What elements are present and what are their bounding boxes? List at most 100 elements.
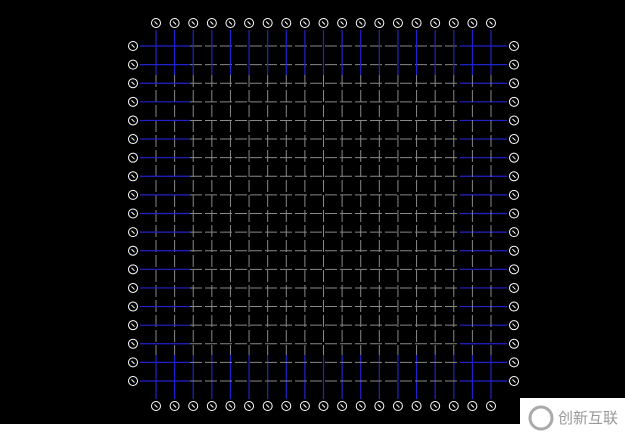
axis-bubble (128, 376, 138, 386)
axis-bubble (509, 320, 519, 331)
axis-bubble (244, 18, 255, 28)
bubble-glyph (470, 404, 475, 408)
bubble-glyph (131, 286, 135, 290)
axis-bubble (151, 18, 161, 28)
axis-bubble (188, 18, 199, 28)
bubble-glyph (191, 21, 196, 25)
bubble-glyph (512, 118, 516, 123)
canvas (0, 0, 625, 424)
bubble-glyph (512, 323, 516, 328)
axis-bubble (509, 282, 519, 293)
bubble-glyph (512, 99, 516, 104)
axis-bubble (188, 401, 199, 411)
axis-bubble (509, 134, 519, 145)
axis-bubble (128, 208, 138, 219)
bubble-glyph (209, 21, 214, 25)
axis-bubble (467, 401, 478, 411)
bubble-glyph (131, 267, 135, 272)
axis-bubble (509, 357, 519, 368)
axis-bubble (486, 401, 496, 411)
bubble-glyph (191, 404, 196, 408)
bubble-glyph (247, 404, 251, 408)
watermark-logo (528, 405, 554, 431)
axis-bubble (509, 264, 519, 275)
bubble-glyph (154, 21, 158, 25)
axis-bubble (225, 401, 236, 411)
axis-bubble (128, 152, 138, 163)
axis-bubble (392, 401, 403, 411)
axis-bubble (225, 18, 236, 28)
bubble-glyph (131, 81, 135, 86)
axis-bubble (318, 401, 329, 411)
bubble-glyph (265, 404, 270, 408)
axis-bubble (262, 18, 273, 28)
axis-bubble (244, 401, 255, 411)
bubble-glyph (131, 44, 135, 48)
bubble-glyph (303, 404, 307, 408)
axis-bubble (128, 301, 138, 312)
bubble-glyph (512, 174, 516, 179)
bubble-glyph (396, 21, 400, 25)
axis-bubble (262, 401, 273, 411)
axis-bubble (430, 401, 441, 411)
axis-bubble (509, 189, 519, 200)
bubble-glyph (284, 21, 289, 25)
bubble-glyph (414, 21, 419, 25)
axis-bubble (355, 401, 366, 411)
axis-bubble (509, 171, 519, 182)
axis-bubble (448, 18, 459, 28)
axis-bubble (128, 41, 138, 51)
bubble-glyph (303, 21, 307, 25)
bubble-glyph (512, 360, 516, 365)
axis-bubble (509, 96, 519, 107)
bubble-glyph (131, 118, 135, 123)
bubble-glyph (512, 379, 516, 383)
axis-bubble (169, 401, 180, 411)
axis-bubble (509, 152, 519, 163)
axis-bubble (411, 18, 422, 28)
axis-bubble (128, 189, 138, 200)
axis-bubble (299, 401, 310, 411)
bubble-glyph (512, 286, 516, 290)
watermark-box (520, 398, 625, 441)
watermark: 创新互联 (520, 398, 625, 441)
axis-bubble (128, 171, 138, 182)
bubble-glyph (433, 21, 438, 25)
axis-bubble (392, 18, 403, 28)
axis-bubble (509, 59, 519, 70)
bubble-glyph (131, 341, 135, 346)
bubble-glyph (228, 404, 233, 408)
bubble-glyph (131, 211, 135, 216)
bubble-glyph (512, 44, 516, 48)
axis-bubble (509, 245, 519, 256)
bubble-glyph (172, 404, 177, 408)
bubble-glyph (228, 21, 233, 25)
bubble-glyph (512, 267, 516, 272)
axis-bubble (128, 320, 138, 331)
bubble-glyph (512, 137, 516, 141)
bubble-glyph (512, 81, 516, 86)
bubble-glyph (247, 21, 251, 25)
bubble-glyph (358, 404, 363, 408)
bubble-glyph (512, 230, 516, 234)
axis-bubble (355, 18, 366, 28)
axis-bubble (509, 227, 519, 238)
bubble-glyph (154, 404, 158, 408)
watermark-text: 创新互联 (558, 409, 618, 427)
axis-bubble (128, 134, 138, 145)
bubble-glyph (172, 21, 177, 25)
bubble-glyph (512, 155, 516, 160)
axis-grid (128, 18, 519, 411)
bubble-glyph (131, 193, 135, 197)
axis-bubble (281, 401, 292, 411)
axis-bubble (206, 18, 217, 28)
bubble-glyph (414, 404, 419, 408)
bubble-glyph (131, 137, 135, 141)
axis-bubble (374, 18, 385, 28)
bubble-glyph (131, 323, 135, 328)
bubble-glyph (265, 21, 270, 25)
axis-bubble (509, 301, 519, 312)
axis-bubble (337, 401, 348, 411)
axis-bubble (128, 357, 138, 368)
axis-bubble (299, 18, 310, 28)
